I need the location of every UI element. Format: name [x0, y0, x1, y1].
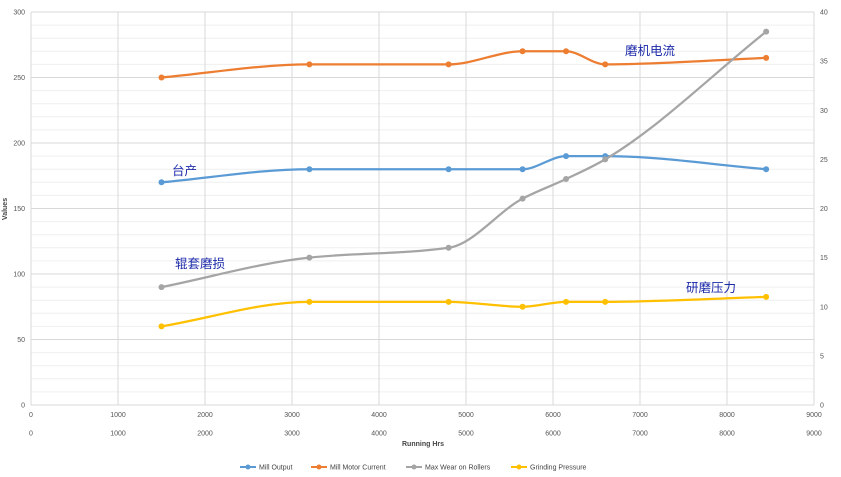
- x-tick-label: 9000: [806, 412, 822, 419]
- y-tick-label: 200: [13, 141, 25, 148]
- series-line-mill-motor-current: [160, 50, 768, 79]
- x2-tick-label: 5000: [458, 431, 474, 438]
- data-point-mill-motor-current: [602, 61, 609, 68]
- y-axis-title: Values: [2, 198, 9, 220]
- x2-tick-label: 7000: [632, 431, 648, 438]
- y2-tick-label: 0: [820, 403, 824, 410]
- grid-lines: [30, 11, 815, 406]
- y-axis-ticks: 0 50 100 150 200 250 300: [13, 10, 25, 410]
- legend-marker-mill-output: [245, 464, 251, 470]
- series-line-max-wear-on-rollers: [160, 30, 768, 289]
- y2-tick-label: 30: [820, 108, 828, 115]
- data-point-mill-output: [563, 153, 570, 160]
- data-point-max-wear-on-rollers: [445, 244, 452, 251]
- data-point-mill-output: [445, 166, 452, 173]
- y-tick-label: 100: [13, 272, 25, 279]
- x-tick-label: 3000: [284, 412, 300, 419]
- x-tick-label: 1000: [110, 412, 126, 419]
- data-point-mill-motor-current: [445, 61, 452, 68]
- x-tick-label: 4000: [371, 412, 387, 419]
- y2-tick-label: 20: [820, 206, 828, 213]
- x2-tick-label: 4000: [371, 431, 387, 438]
- y2-tick-label: 10: [820, 304, 828, 311]
- y2-axis-ticks: 0 5 10 15 20 25 30 35 40: [820, 10, 828, 410]
- legend-label-grinding-pressure: Grinding Pressure: [530, 465, 587, 472]
- data-point-grinding-pressure: [306, 298, 313, 305]
- data-point-grinding-pressure: [158, 323, 165, 330]
- x-axis-title: Running Hrs: [402, 441, 444, 448]
- legend-marker-max-wear-on-rollers: [411, 464, 417, 470]
- legend-label-mill-motor-current: Mill Motor Current: [330, 465, 386, 472]
- x2-tick-label: 0: [29, 431, 33, 438]
- legend-marker-grinding-pressure: [516, 464, 522, 470]
- x2-tick-label: 1000: [110, 431, 126, 438]
- y-tick-label: 150: [13, 206, 25, 213]
- data-point-mill-output: [306, 166, 313, 173]
- x-tick-label: 6000: [545, 412, 561, 419]
- data-point-mill-motor-current: [763, 54, 770, 61]
- data-point-max-wear-on-rollers: [602, 156, 609, 163]
- legend-label-mill-output: Mill Output: [259, 465, 293, 472]
- data-point-mill-motor-current: [519, 48, 526, 55]
- data-point-max-wear-on-rollers: [306, 254, 313, 261]
- x2-tick-label: 9000: [806, 431, 822, 438]
- x2-tick-label: 3000: [284, 431, 300, 438]
- data-point-grinding-pressure: [519, 303, 526, 310]
- data-point-mill-output: [763, 166, 770, 173]
- legend: Mill Output Mill Motor Current Max Wear on…: [240, 464, 587, 472]
- data-point-mill-motor-current: [158, 74, 165, 81]
- x2-tick-label: 6000: [545, 431, 561, 438]
- annotation-grinding-pressure: 研磨压力: [686, 280, 736, 295]
- data-point-mill-output: [519, 166, 526, 173]
- y-tick-label: 250: [13, 75, 25, 82]
- y2-tick-label: 25: [820, 157, 828, 164]
- data-point-grinding-pressure: [563, 298, 570, 305]
- series-group: [158, 28, 770, 330]
- annotation-mill-motor-current: 磨机电流: [625, 43, 676, 58]
- y2-tick-label: 15: [820, 255, 828, 262]
- x-tick-label: 2000: [197, 412, 213, 419]
- y2-tick-label: 5: [820, 353, 824, 360]
- data-point-max-wear-on-rollers: [519, 195, 526, 202]
- legend-marker-mill-motor-current: [316, 464, 322, 470]
- series-line-mill-output: [160, 154, 768, 184]
- data-point-grinding-pressure: [445, 298, 452, 305]
- x-axis-ticks: 0 1000 2000 3000 4000 5000 6000 7000 8000 9000: [29, 412, 822, 419]
- annotation-roller-wear: 辊套磨损: [175, 256, 226, 271]
- y2-tick-label: 35: [820, 59, 828, 66]
- data-point-max-wear-on-rollers: [158, 284, 165, 291]
- data-point-grinding-pressure: [763, 293, 770, 300]
- data-point-mill-output: [158, 179, 165, 186]
- x2-tick-label: 8000: [719, 431, 735, 438]
- series-line-grinding-pressure: [160, 295, 768, 328]
- data-point-max-wear-on-rollers: [563, 176, 570, 183]
- data-point-mill-motor-current: [563, 48, 570, 55]
- data-point-max-wear-on-rollers: [763, 28, 770, 35]
- y-tick-label: 50: [17, 337, 25, 344]
- x-tick-label: 5000: [458, 412, 474, 419]
- x2-tick-label: 2000: [197, 431, 213, 438]
- data-point-grinding-pressure: [602, 298, 609, 305]
- y2-tick-label: 40: [820, 10, 828, 17]
- y-tick-label: 300: [13, 10, 25, 17]
- secondary-x-axis-ticks: 0 1000 2000 3000 4000 5000 6000 7000 8000 9000: [29, 431, 822, 438]
- x-tick-label: 8000: [719, 412, 735, 419]
- data-point-mill-motor-current: [306, 61, 313, 68]
- y-tick-label: 0: [21, 403, 25, 410]
- annotation-mill-output: 台产: [172, 163, 197, 178]
- x-tick-label: 0: [29, 412, 33, 419]
- legend-label-max-wear-on-rollers: Max Wear on Rollers: [425, 465, 491, 472]
- x-tick-label: 7000: [632, 412, 648, 419]
